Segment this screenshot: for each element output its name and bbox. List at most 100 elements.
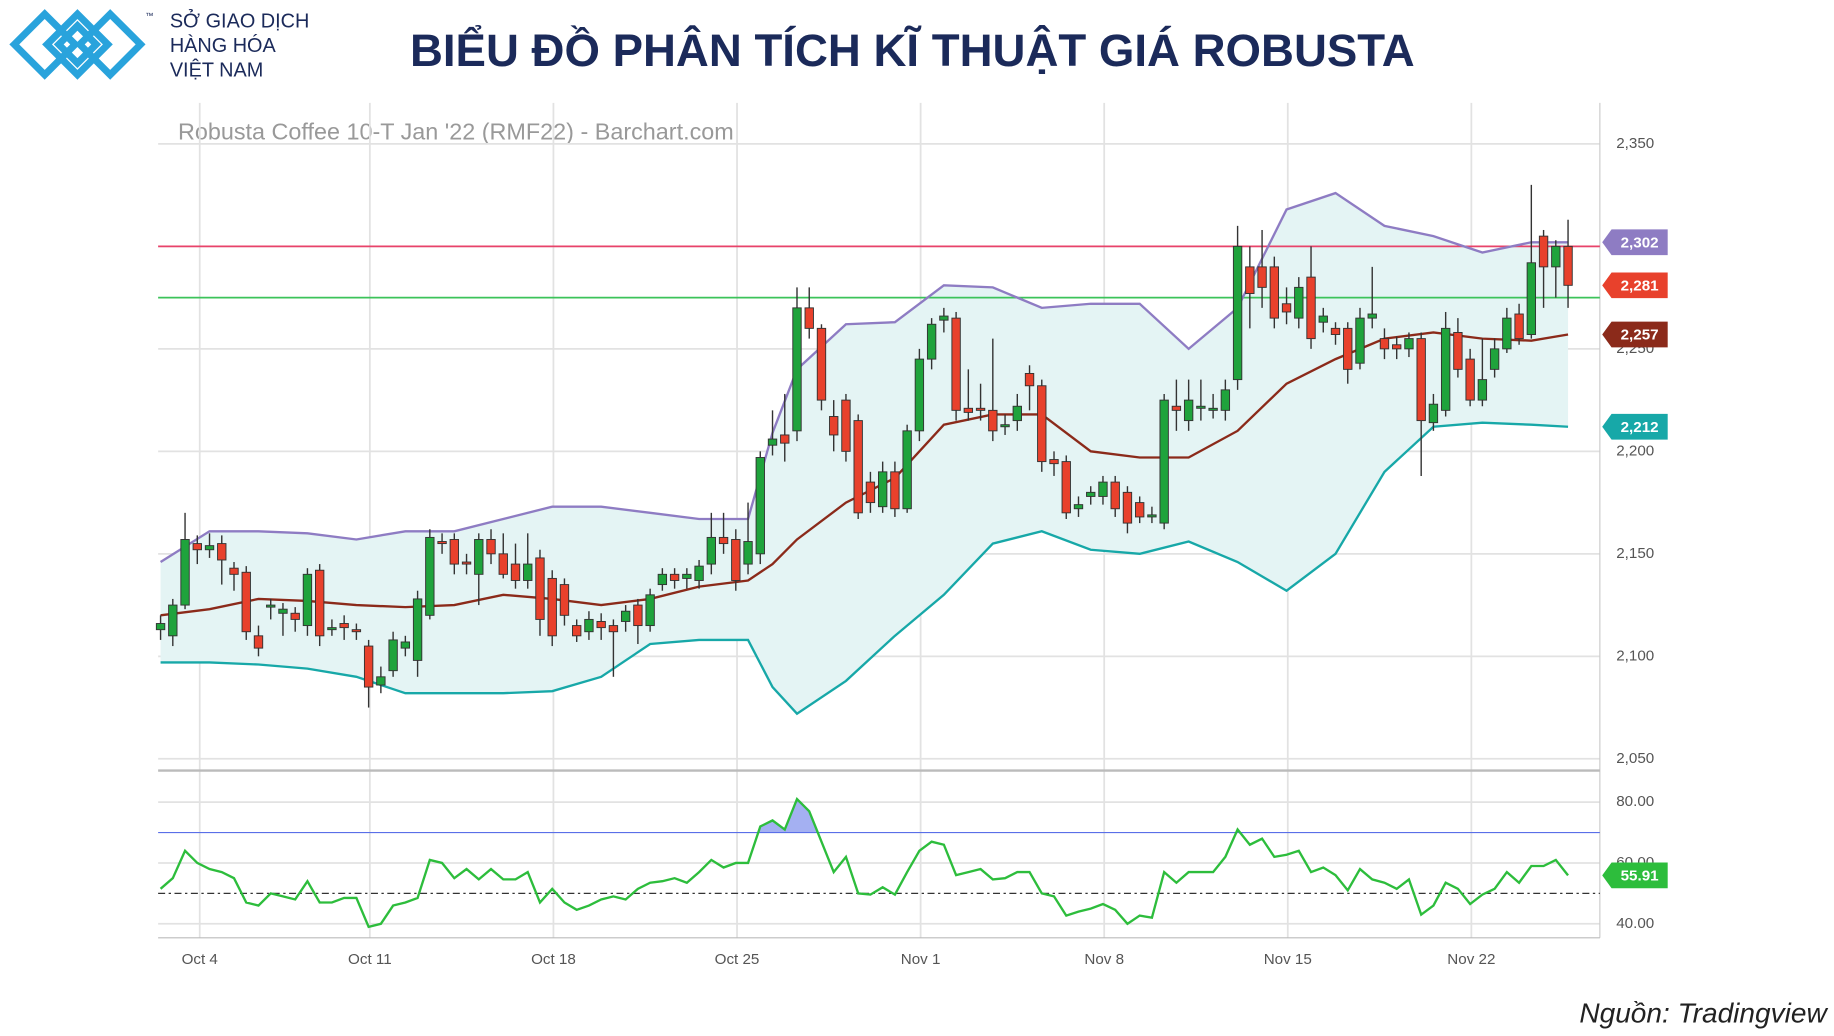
candle-body <box>657 573 668 586</box>
candle-body <box>425 536 435 616</box>
trademark: ™ <box>145 12 153 21</box>
candle-body <box>1220 389 1231 411</box>
candle-body <box>792 307 802 432</box>
price-tag-label: 2,212 <box>1621 419 1659 436</box>
y-tick-label: 2,100 <box>1616 647 1654 664</box>
candle-body <box>706 536 717 565</box>
candle-body <box>718 536 729 545</box>
candle-body <box>1232 245 1243 381</box>
candle-body <box>669 573 680 581</box>
candle-body <box>1379 338 1390 350</box>
candle-body <box>1245 266 1255 294</box>
candle-body <box>572 625 582 637</box>
candle-body <box>290 612 300 620</box>
y-tick-label: 80.00 <box>1616 793 1654 810</box>
candle-body <box>926 323 937 360</box>
candle-body <box>559 584 570 616</box>
x-tick-label: Oct 4 <box>182 951 218 968</box>
candle-body <box>388 639 398 672</box>
candle-body <box>1159 399 1169 524</box>
candle-body <box>890 471 900 510</box>
band-fill <box>160 193 1569 714</box>
candle-body <box>780 434 790 444</box>
candle-body <box>1343 327 1353 370</box>
candle-body <box>241 571 251 633</box>
candle-body <box>510 563 521 581</box>
candle-body <box>1367 313 1377 319</box>
candle-body <box>1440 327 1451 411</box>
candle-body <box>315 569 325 637</box>
candle-body <box>1294 286 1304 319</box>
x-tick-label: Nov 8 <box>1084 951 1124 968</box>
candle-body <box>1538 235 1549 268</box>
candle-body <box>1281 303 1292 313</box>
logo-text: HÀNG HÓA <box>170 34 277 57</box>
candle-body <box>1049 459 1059 465</box>
candle-body <box>437 541 447 545</box>
price-tag <box>1602 272 1668 299</box>
candle-body <box>988 409 998 432</box>
candle-body <box>1147 514 1157 518</box>
candle-body <box>1392 344 1402 350</box>
candle-body <box>865 481 876 504</box>
candle-body <box>192 543 202 551</box>
candle-body <box>1477 379 1488 401</box>
candle-body <box>400 641 411 649</box>
x-tick-label: Nov 1 <box>901 951 941 968</box>
candle-body <box>547 577 557 637</box>
candle-body <box>841 399 851 452</box>
candle-body <box>327 627 337 631</box>
logo <box>9 9 146 80</box>
y-tick-label: 2,150 <box>1616 545 1654 562</box>
candle-body <box>1208 407 1218 411</box>
candle-body <box>963 407 974 413</box>
y-tick-label: 2,050 <box>1616 750 1654 767</box>
candle-body <box>1122 491 1133 524</box>
candle-body <box>474 539 484 575</box>
candle-body <box>633 604 643 627</box>
candle-body <box>229 567 239 575</box>
candle-body <box>1465 358 1475 401</box>
candle-body <box>1453 331 1463 370</box>
candle-body <box>523 563 533 581</box>
candle-body <box>1196 405 1206 409</box>
candle-body <box>1514 313 1524 340</box>
candle-body <box>1318 315 1328 323</box>
candle-body <box>914 358 925 432</box>
price-tag <box>1602 321 1668 348</box>
candle-body <box>645 594 655 627</box>
candle-body <box>975 407 986 411</box>
candle-body <box>278 608 288 614</box>
candle-body <box>1110 481 1120 510</box>
page-title: BIỂU ĐỒ PHÂN TÍCH KĨ THUẬT GIÁ ROBUSTA <box>410 24 1415 76</box>
candle-body <box>767 438 778 446</box>
y-tick-label: 2,200 <box>1616 442 1654 459</box>
chart-title: Robusta Coffee 10-T Jan '22 (RMF22) - Ba… <box>178 118 734 144</box>
candle-body <box>1330 327 1341 335</box>
price-tag <box>1602 413 1668 440</box>
candle-body <box>1061 461 1071 514</box>
price-tag-label: 55.91 <box>1621 868 1660 885</box>
candle-body <box>168 604 178 637</box>
candle-body <box>1502 317 1512 350</box>
candle-body <box>1073 504 1084 510</box>
candle-body <box>449 539 459 565</box>
candle-body <box>584 618 594 633</box>
candle-body <box>376 676 386 686</box>
candle-body <box>608 625 619 633</box>
y-tick-label: 40.00 <box>1616 915 1654 932</box>
candle-body <box>1526 262 1537 335</box>
candle-body <box>1269 266 1279 319</box>
candle-body <box>951 317 961 411</box>
candle-body <box>1086 491 1096 497</box>
logo-shape <box>53 20 102 69</box>
band-line <box>159 191 1569 564</box>
candle-body <box>1404 338 1414 350</box>
candle-body <box>1563 245 1573 286</box>
logo-text: VIỆT NAM <box>170 59 263 82</box>
candle-body <box>339 623 349 629</box>
x-tick-label: Oct 25 <box>715 951 760 968</box>
